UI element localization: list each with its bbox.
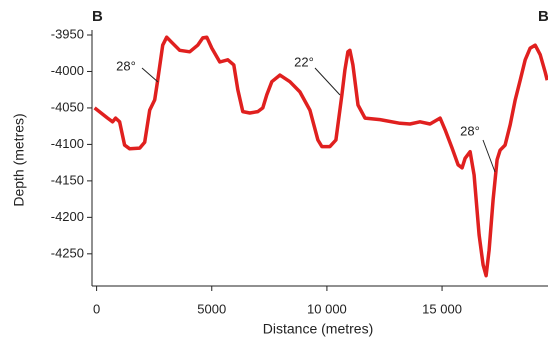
y-tick-label: -4050 [51, 99, 84, 114]
panel-label: B [538, 8, 548, 25]
annotation-leader [482, 139, 496, 173]
y-tick-label: -4200 [51, 209, 84, 224]
angle-annotation: 22° [294, 54, 314, 69]
y-tick-label: -4250 [51, 245, 84, 260]
x-tick-label: 10 000 [307, 301, 347, 316]
x-tick-label: 15 000 [422, 301, 462, 316]
y-axis-title: Depth (metres) [11, 113, 27, 206]
y-tick-label: -3950 [51, 26, 84, 41]
y-tick-label: -4000 [51, 63, 84, 78]
annotation-leader [141, 67, 159, 83]
x-tick-label: 0 [93, 301, 100, 316]
y-tick-label: -4150 [51, 172, 84, 187]
depth-line [93, 35, 548, 278]
angle-annotation: 28° [116, 58, 136, 73]
annotation-leader [314, 67, 341, 96]
y-tick-label: -4100 [51, 136, 84, 151]
x-tick-label: 5000 [197, 301, 226, 316]
angle-annotation: 28° [460, 123, 480, 138]
panel-label: B [92, 8, 103, 25]
x-axis-title: Distance (metres) [263, 321, 373, 337]
